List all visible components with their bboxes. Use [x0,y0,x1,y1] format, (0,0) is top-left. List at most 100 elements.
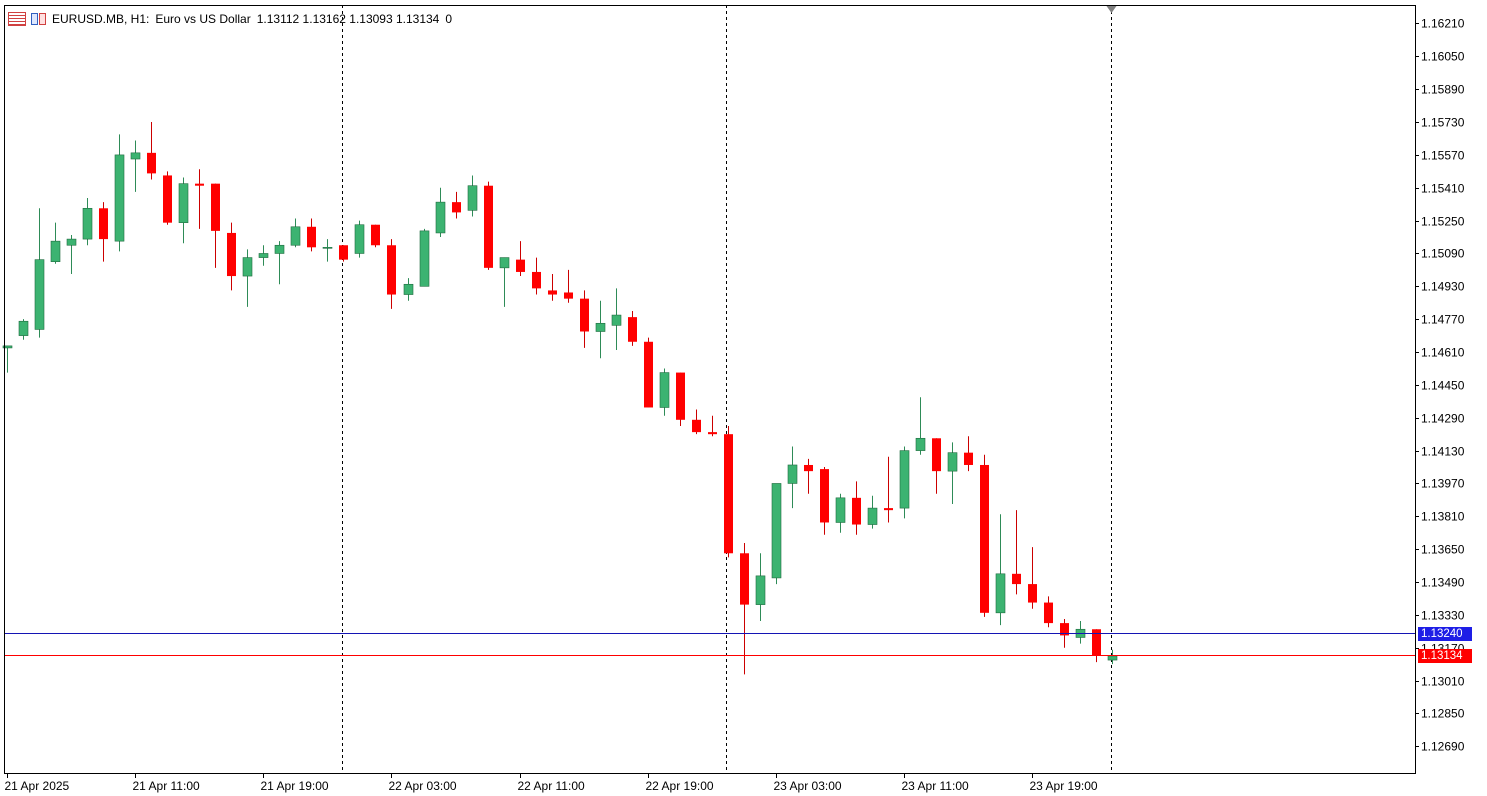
candle-49 [787,446,798,509]
candle-body [274,244,285,254]
x-tick-label-6: 23 Apr 03:00 [774,779,842,793]
x-tick-label-0: 21 Apr 2025 [5,779,70,793]
x-tick-label-2: 21 Apr 19:00 [261,779,329,793]
candle-62 [995,514,1006,626]
candle-18 [290,218,301,248]
candle-69 [1107,649,1118,665]
candle-body [435,201,446,234]
candle-35 [564,269,573,303]
y-tick-label-2: 1.15890 [1421,83,1465,97]
candle-22 [354,220,365,258]
candle-body [211,183,220,231]
candle-body [947,452,958,472]
candle-body [644,341,653,408]
x-tick-label-8: 23 Apr 19:00 [1030,779,1098,793]
candle-28 [452,191,461,219]
candle-body [659,372,670,408]
candle-body [339,245,348,260]
candle-12 [195,169,204,229]
candle-52 [835,493,846,533]
header-extra: 0 [445,12,453,26]
candle-body [114,154,125,242]
y-tick-label-0: 1.16210 [1421,17,1465,31]
candle-body [595,322,606,332]
one-click-trading-icon[interactable] [30,12,48,26]
candle-body [804,464,813,472]
candle-body [290,226,301,246]
candle-41 [659,368,670,416]
y-tick-label-7: 1.15090 [1421,247,1465,261]
candle-56 [899,446,910,519]
candle-body [980,464,989,613]
candle-body [867,507,878,525]
price-lines [4,633,1415,656]
candle-body [787,464,798,484]
candle-32 [516,241,525,277]
x-tick-label-1: 21 Apr 11:00 [133,779,200,793]
candle-body [852,497,861,525]
candle-44 [708,415,717,437]
candle-body [1012,573,1021,585]
candle-body [354,224,365,254]
candle-body [2,345,13,349]
candle-body [130,152,141,160]
x-tick-label-5: 22 Apr 19:00 [646,779,714,793]
candle-body [708,432,717,435]
candle-body [484,185,493,268]
candle-body [676,372,685,420]
x-tick-label-3: 22 Apr 03:00 [389,779,457,793]
candle-body [564,292,573,299]
y-tick-label-12: 1.14290 [1421,412,1465,426]
candle-body [532,271,541,289]
candle-50 [804,458,813,494]
candle-13 [211,183,220,268]
candle-body [835,497,846,523]
y-tick-label-6: 1.15250 [1421,215,1465,229]
candle-34 [548,274,557,301]
candle-58 [932,438,941,494]
candle-14 [227,222,236,291]
y-tick-label-16: 1.13650 [1421,543,1465,557]
y-tick-label-1: 1.16050 [1421,50,1465,64]
candle-60 [964,436,973,472]
y-axis: 1.16210 1.16050 1.15890 1.15730 1.15570 1.154… [1415,17,1465,754]
x-axis: 21 Apr 2025 21 Apr 11:00 21 Apr 19:00 22 Ap… [5,773,1098,793]
candle-6 [99,202,108,262]
candle-46 [740,543,749,675]
x-tick-label-7: 23 Apr 11:00 [902,779,969,793]
candle-body [403,283,414,295]
candle-body [322,247,333,249]
candle-body [307,226,316,248]
candle-body [915,437,926,451]
candle-body [499,257,510,269]
candle-26 [419,228,430,287]
current-bar-marker [1106,6,1117,13]
candle-24 [387,239,396,309]
plot-border [4,5,1416,774]
candle-3 [50,222,61,264]
chart-properties-icon[interactable] [8,12,26,26]
candle-20 [322,239,333,262]
candle-36 [580,290,589,348]
chart-header: EURUSD.MB, H1: Euro vs US Dollar 1.13112… [8,10,458,28]
candle-body [371,224,380,246]
candle-body [163,175,172,223]
candle-body [755,575,766,605]
candle-body [548,290,557,295]
candle-21 [339,245,348,262]
candle-63 [1012,510,1021,595]
candle-7 [114,134,125,252]
candle-body [995,573,1006,614]
candle-9 [147,122,156,180]
candle-39 [628,310,637,346]
candle-body [99,208,108,240]
y-tick-label-14: 1.13970 [1421,477,1465,491]
candle-2 [34,208,45,338]
candle-0 [2,345,13,373]
candle-65 [1044,596,1053,628]
candle-body [227,232,236,277]
y-tick-label-9: 1.14770 [1421,313,1465,327]
y-tick-label-20: 1.13010 [1421,675,1465,689]
candle-16 [258,245,269,266]
